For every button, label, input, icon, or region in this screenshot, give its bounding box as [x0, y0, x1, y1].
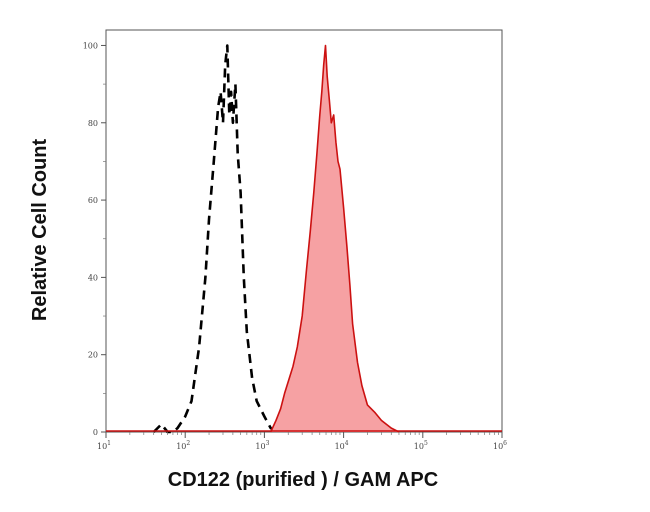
x-tick-exponent: 6 — [503, 440, 507, 447]
y-tick-label: 100 — [83, 41, 98, 50]
y-axis-title: Relative Cell Count — [29, 139, 51, 322]
x-tick-exponent: 3 — [266, 440, 270, 447]
y-tick-label: 20 — [88, 351, 98, 360]
y-tick-label: 0 — [93, 428, 98, 437]
x-tick-label: 102 — [176, 440, 190, 451]
series-2-fill — [270, 45, 399, 432]
plot-area — [105, 29, 503, 434]
x-tick-label: 101 — [97, 440, 111, 451]
x-tick-exponent: 4 — [345, 440, 349, 447]
x-tick-exponent: 2 — [186, 440, 190, 447]
y-tick-label: 80 — [88, 119, 98, 128]
x-tick-label: 103 — [255, 440, 269, 451]
y-tick-label: 60 — [88, 196, 98, 205]
x-tick-label: 105 — [414, 440, 428, 451]
x-axis-ticks: 101 102 103 104 105 106 — [97, 432, 507, 451]
x-tick-label: 106 — [493, 440, 507, 451]
y-axis-ticks: 0 20 40 60 80 100 — [83, 41, 106, 437]
x-tick-exponent: 5 — [424, 440, 428, 447]
series-1-line — [152, 44, 279, 434]
y-tick-label: 40 — [88, 273, 98, 282]
x-tick-exponent: 1 — [107, 440, 111, 447]
series-2-line — [269, 44, 400, 433]
x-tick-label: 104 — [335, 440, 349, 451]
x-axis-title: CD122 (purified ) / GAM APC — [168, 469, 438, 491]
